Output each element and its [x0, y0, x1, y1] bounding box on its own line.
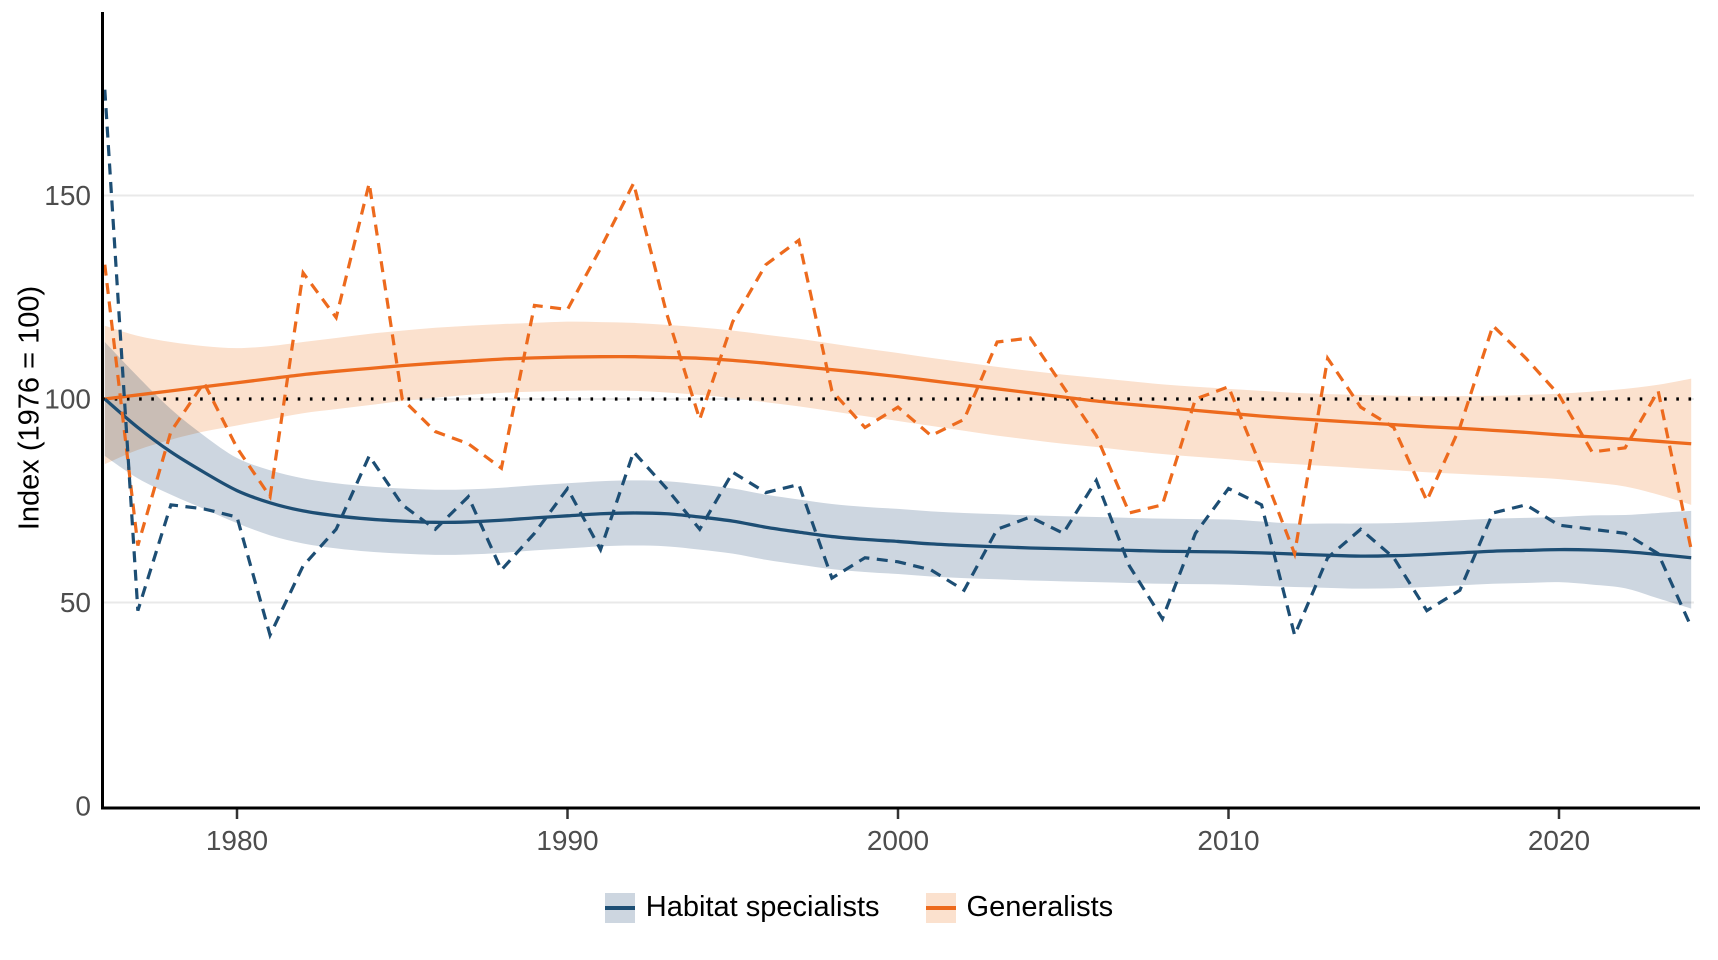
x-tick-label-2000: 2000: [867, 825, 929, 856]
confidence-ribbon-habitat-specialists: [104, 342, 1692, 609]
y-tick-label-0: 0: [75, 791, 91, 822]
x-tick-label-2010: 2010: [1197, 825, 1259, 856]
legend-key-habitat-specialists-icon: [604, 892, 635, 923]
x-tick-label-2020: 2020: [1528, 825, 1590, 856]
x-axis-ticks: 1980 1990 2000 2010 2020: [206, 809, 1590, 856]
legend-key-generalists-icon: [925, 892, 956, 923]
legend-label-habitat-specialists: Habitat specialists: [645, 891, 880, 923]
y-tick-label-50: 50: [60, 587, 91, 618]
legend-key-line: [925, 905, 956, 910]
trend-line-habitat-specialists: [103, 397, 1692, 560]
confidence-ribbon-generalists: [104, 321, 1692, 505]
y-tick-label-150: 150: [44, 180, 91, 211]
raw-line-generalists: [103, 178, 1693, 560]
trend-line-generalists: [104, 354, 1692, 446]
legend-item-generalists: Generalists: [925, 891, 1114, 924]
legend-key-line: [604, 905, 635, 910]
y-tick-label-100: 100: [44, 384, 91, 415]
raw-line-habitat-specialists: [103, 89, 1693, 641]
y-axis-title: Index (1976 = 100): [13, 285, 46, 531]
x-tick-label-1990: 1990: [536, 825, 598, 856]
legend-item-habitat-specialists: Habitat specialists: [604, 891, 880, 924]
y-axis-ticks: 0 50 100 150: [44, 180, 91, 822]
legend: Habitat specialists Generalists: [0, 891, 1718, 924]
x-tick-label-1980: 1980: [206, 825, 268, 856]
legend-label-generalists: Generalists: [966, 891, 1114, 923]
